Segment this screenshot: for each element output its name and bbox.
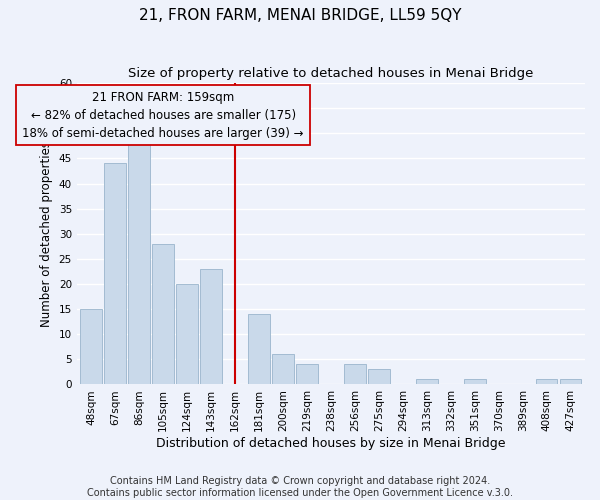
Bar: [80, 309, 102, 384]
Bar: [368, 370, 389, 384]
Bar: [344, 364, 365, 384]
Bar: [464, 380, 485, 384]
Bar: [272, 354, 294, 384]
Text: Contains HM Land Registry data © Crown copyright and database right 2024.
Contai: Contains HM Land Registry data © Crown c…: [87, 476, 513, 498]
Bar: [176, 284, 198, 384]
Bar: [104, 164, 126, 384]
Text: 21, FRON FARM, MENAI BRIDGE, LL59 5QY: 21, FRON FARM, MENAI BRIDGE, LL59 5QY: [139, 8, 461, 22]
Bar: [416, 380, 437, 384]
Bar: [560, 380, 581, 384]
X-axis label: Distribution of detached houses by size in Menai Bridge: Distribution of detached houses by size …: [156, 437, 506, 450]
Bar: [296, 364, 318, 384]
Bar: [128, 134, 150, 384]
Bar: [536, 380, 557, 384]
Bar: [248, 314, 270, 384]
Bar: [152, 244, 174, 384]
Title: Size of property relative to detached houses in Menai Bridge: Size of property relative to detached ho…: [128, 68, 533, 80]
Text: 21 FRON FARM: 159sqm
← 82% of detached houses are smaller (175)
18% of semi-deta: 21 FRON FARM: 159sqm ← 82% of detached h…: [22, 90, 304, 140]
Bar: [200, 269, 222, 384]
Y-axis label: Number of detached properties: Number of detached properties: [40, 141, 53, 327]
